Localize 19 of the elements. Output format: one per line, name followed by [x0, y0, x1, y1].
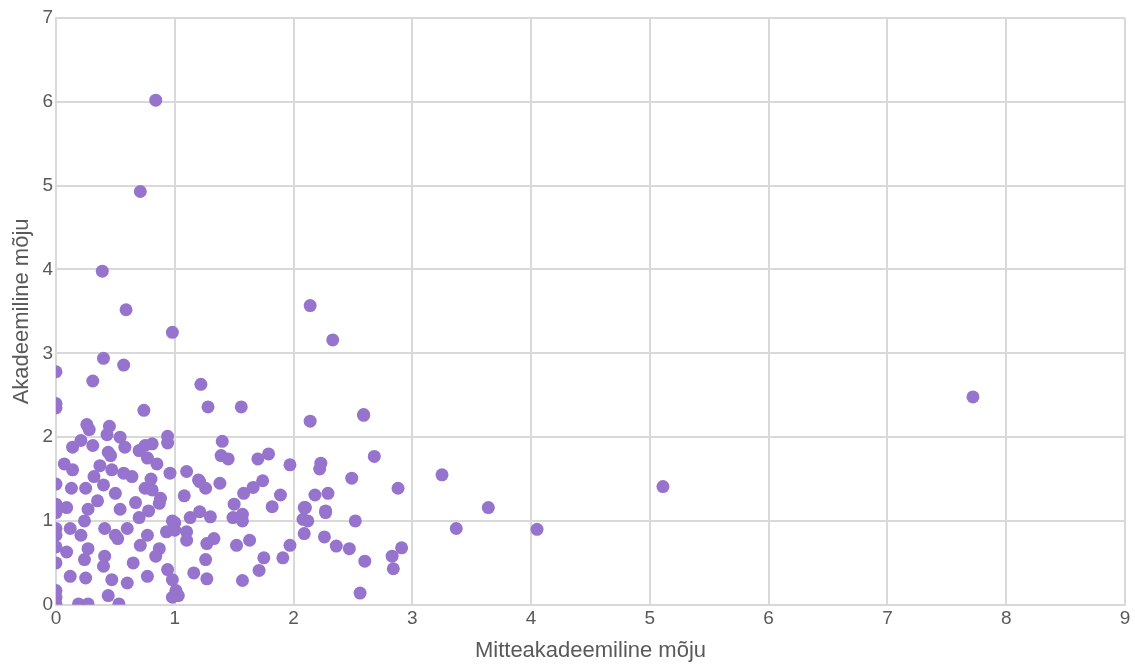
x-tick-label: 8: [1000, 607, 1012, 629]
y-tick-label: 0: [42, 593, 53, 615]
y-tick-label: 5: [42, 173, 53, 195]
y-tick-label: 3: [42, 341, 53, 363]
y-tick-label: 6: [42, 90, 53, 112]
x-tick-label: 6: [763, 607, 774, 629]
x-tick-label: 3: [407, 607, 418, 629]
y-axis-title: Akadeemiline mõju: [8, 218, 34, 405]
y-tick-label: 4: [42, 257, 54, 279]
x-tick-label: 2: [288, 607, 299, 629]
y-tick-label: 7: [42, 6, 53, 28]
y-tick-label: 2: [42, 425, 53, 447]
x-tick-label: 4: [525, 607, 537, 629]
x-tick-label: 7: [882, 607, 893, 629]
x-axis-title: Mitteakadeemiline mõju: [474, 636, 707, 662]
x-tick-label: 1: [169, 607, 181, 629]
x-tick-label: 9: [1119, 607, 1131, 629]
y-tick-label: 1: [42, 509, 53, 531]
x-tick-label: 5: [644, 607, 656, 629]
